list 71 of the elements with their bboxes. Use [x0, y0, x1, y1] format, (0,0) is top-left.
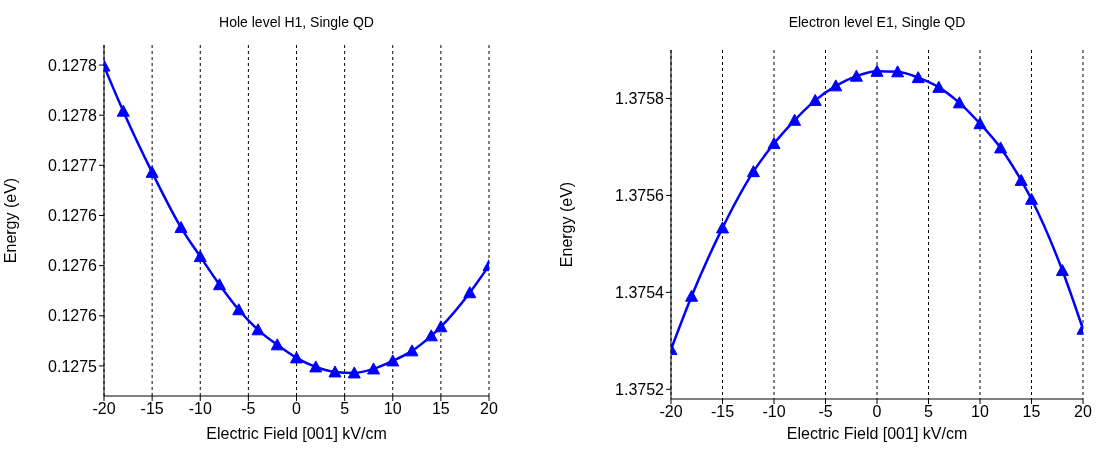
- point: [328, 365, 342, 378]
- y-tick-label: 0.1275: [48, 357, 98, 375]
- point: [788, 113, 802, 126]
- x-tick-label: 5: [924, 403, 934, 421]
- x-tick-label: -20: [659, 403, 683, 421]
- y-tick-label: 0.1276: [48, 207, 98, 225]
- point: [405, 344, 419, 357]
- x-tick-label: 10: [383, 400, 402, 418]
- x-tick-label: -5: [818, 403, 833, 421]
- point: [251, 323, 265, 336]
- point: [685, 289, 699, 302]
- point: [367, 362, 380, 375]
- chart-title: Hole level H1, Single QD: [218, 14, 375, 30]
- point: [213, 278, 226, 291]
- x-tick-label: 0: [292, 400, 302, 418]
- point: [716, 221, 729, 234]
- x-tick-label: -10: [188, 400, 212, 418]
- point: [424, 329, 438, 342]
- point: [849, 69, 863, 82]
- point: [932, 80, 946, 93]
- x-axis-title: Electric Field [001] kV/cm: [786, 425, 968, 442]
- point: [270, 338, 284, 351]
- y-tick-label: 0.1278: [48, 106, 98, 124]
- point: [386, 354, 400, 367]
- point: [232, 303, 246, 316]
- point: [309, 360, 323, 373]
- x-tick-label: 20: [480, 400, 498, 418]
- point: [434, 320, 448, 333]
- x-tick-label: 20: [1074, 403, 1092, 421]
- y-tick-label: 1.3752: [615, 380, 665, 398]
- y-tick-label: 0.1278: [48, 56, 98, 74]
- y-axis-title: Energy (eV): [1, 177, 19, 264]
- point: [116, 104, 130, 117]
- y-tick-label: 1.3758: [615, 90, 665, 108]
- point: [994, 141, 1008, 154]
- point: [973, 117, 987, 130]
- y-tick-label: 0.1277: [48, 157, 98, 175]
- point: [911, 71, 925, 84]
- x-axis-title: Electric Field [001] kV/cm: [206, 425, 387, 442]
- point: [767, 137, 781, 150]
- point: [193, 250, 207, 263]
- x-tick-label: -15: [140, 400, 164, 418]
- y-tick-label: 1.3756: [615, 187, 665, 205]
- point: [891, 65, 905, 78]
- point: [290, 351, 303, 364]
- point: [145, 165, 159, 178]
- point: [870, 64, 884, 77]
- point: [174, 221, 188, 234]
- point: [1055, 264, 1069, 277]
- y-tick-label: 0.1276: [48, 257, 98, 275]
- point: [347, 366, 361, 379]
- y-tick-label: 0.1276: [48, 307, 98, 325]
- x-tick-label: -20: [92, 400, 116, 418]
- point: [463, 286, 477, 299]
- y-tick-label: 1.3754: [615, 284, 665, 302]
- point: [829, 79, 843, 92]
- point: [1014, 173, 1028, 186]
- x-tick-label: -15: [710, 403, 735, 421]
- x-tick-label: 5: [340, 400, 350, 418]
- x-tick-label: 15: [1022, 403, 1041, 421]
- point: [808, 93, 822, 106]
- y-axis-title: Energy (eV): [557, 181, 575, 268]
- x-tick-label: 15: [431, 400, 450, 418]
- point: [1025, 192, 1038, 205]
- point: [746, 165, 760, 178]
- x-tick-label: 10: [971, 403, 989, 421]
- x-tick-label: -5: [241, 400, 256, 418]
- chart-title: Electron level E1, Single QD: [787, 14, 967, 30]
- point: [952, 96, 966, 109]
- x-tick-label: 0: [872, 403, 882, 421]
- x-tick-label: -10: [762, 403, 786, 421]
